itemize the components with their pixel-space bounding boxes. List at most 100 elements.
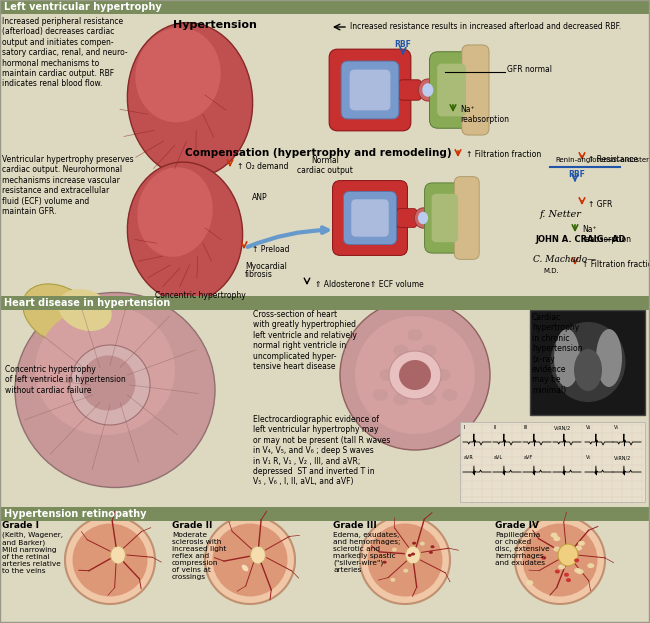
Text: RBF: RBF	[395, 40, 411, 49]
FancyBboxPatch shape	[462, 45, 489, 135]
Ellipse shape	[81, 356, 135, 411]
Ellipse shape	[558, 564, 566, 569]
Ellipse shape	[137, 167, 213, 257]
FancyBboxPatch shape	[343, 191, 396, 244]
Ellipse shape	[436, 369, 450, 381]
Text: Na⁺
reabsorption: Na⁺ reabsorption	[582, 225, 631, 244]
Text: V₄: V₄	[586, 425, 592, 430]
Text: Na⁺
reabsorption: Na⁺ reabsorption	[460, 105, 509, 125]
Text: Moderate
sclerosis with
increased light
reflex and
compression
of veins at
cross: Moderate sclerosis with increased light …	[172, 532, 226, 580]
Ellipse shape	[515, 516, 605, 604]
Text: Grade III: Grade III	[333, 521, 377, 530]
Text: Hypertension: Hypertension	[173, 20, 257, 30]
Ellipse shape	[415, 208, 432, 228]
Ellipse shape	[127, 162, 242, 302]
Ellipse shape	[578, 541, 585, 546]
FancyBboxPatch shape	[341, 61, 399, 119]
Text: II: II	[494, 425, 497, 430]
Text: Concentric hypertrophy: Concentric hypertrophy	[155, 291, 246, 300]
Text: Concentric hypertrophy
of left ventricle in hypertension
without cardiac failure: Concentric hypertrophy of left ventricle…	[5, 365, 125, 395]
Text: aVL: aVL	[494, 455, 503, 460]
Ellipse shape	[420, 541, 425, 546]
Text: Grade I: Grade I	[2, 521, 39, 530]
Text: ↑ Preload: ↑ Preload	[252, 245, 289, 254]
Text: RBF: RBF	[568, 170, 585, 179]
Ellipse shape	[553, 546, 560, 551]
Ellipse shape	[560, 546, 575, 564]
FancyBboxPatch shape	[454, 177, 479, 259]
Ellipse shape	[242, 564, 248, 571]
Ellipse shape	[355, 316, 475, 434]
Ellipse shape	[65, 516, 155, 604]
Text: I: I	[464, 425, 465, 430]
Ellipse shape	[421, 361, 436, 373]
Ellipse shape	[422, 83, 434, 97]
Ellipse shape	[360, 516, 450, 604]
Ellipse shape	[391, 578, 395, 582]
Ellipse shape	[399, 360, 431, 390]
Text: ⇑ ECF volume: ⇑ ECF volume	[370, 280, 424, 289]
Ellipse shape	[70, 345, 150, 425]
Ellipse shape	[250, 546, 265, 564]
FancyBboxPatch shape	[437, 64, 466, 117]
Text: Myocardial: Myocardial	[245, 262, 287, 271]
Text: Edema, exudates,
and hemorrhages;
sclerotic and
markedly spastic
("silver-wire"): Edema, exudates, and hemorrhages; sclero…	[333, 532, 400, 574]
Ellipse shape	[411, 553, 415, 556]
FancyBboxPatch shape	[351, 199, 389, 237]
Ellipse shape	[367, 523, 443, 596]
Ellipse shape	[412, 541, 416, 545]
Text: V₆RN/2: V₆RN/2	[614, 455, 631, 460]
Ellipse shape	[23, 284, 98, 346]
Ellipse shape	[577, 569, 584, 574]
Text: aVF: aVF	[524, 455, 533, 460]
Ellipse shape	[111, 546, 125, 564]
Text: Hypertension retinopathy: Hypertension retinopathy	[4, 509, 146, 519]
Ellipse shape	[406, 546, 421, 564]
Ellipse shape	[393, 345, 408, 357]
FancyBboxPatch shape	[0, 507, 650, 521]
Ellipse shape	[373, 389, 388, 401]
Ellipse shape	[389, 351, 441, 399]
Ellipse shape	[526, 580, 533, 585]
FancyBboxPatch shape	[460, 422, 645, 502]
Ellipse shape	[564, 573, 569, 577]
Ellipse shape	[429, 551, 433, 554]
Ellipse shape	[421, 393, 437, 405]
Text: Compensation (hypertrophy and remodeling): Compensation (hypertrophy and remodeling…	[185, 148, 452, 158]
Ellipse shape	[205, 516, 295, 604]
Text: III: III	[524, 425, 528, 430]
Ellipse shape	[408, 385, 422, 397]
Text: ⇑ Aldosterone: ⇑ Aldosterone	[315, 280, 370, 289]
Ellipse shape	[421, 345, 437, 357]
Text: Increased peripheral resistance
(afterload) decreases cardiac
output and initiat: Increased peripheral resistance (afterlo…	[2, 17, 127, 88]
FancyBboxPatch shape	[329, 49, 411, 131]
Text: Heart disease in hypertension: Heart disease in hypertension	[4, 298, 170, 308]
Ellipse shape	[574, 558, 579, 563]
FancyBboxPatch shape	[0, 296, 650, 310]
Text: Cross-section of heart
with greatly hypertrophied
left ventricle and relatively
: Cross-section of heart with greatly hype…	[253, 310, 357, 371]
FancyBboxPatch shape	[350, 70, 391, 110]
Ellipse shape	[15, 293, 215, 488]
Text: ANP: ANP	[252, 193, 268, 202]
Text: Grade II: Grade II	[172, 521, 213, 530]
FancyBboxPatch shape	[333, 181, 408, 255]
Ellipse shape	[418, 212, 428, 224]
Ellipse shape	[58, 289, 112, 331]
Text: JOHN A. CRAIG—AD: JOHN A. CRAIG—AD	[535, 235, 625, 244]
Ellipse shape	[127, 22, 253, 178]
Ellipse shape	[408, 329, 422, 341]
Text: V₁RN/2: V₁RN/2	[554, 425, 571, 430]
Text: Grade IV: Grade IV	[495, 521, 539, 530]
Ellipse shape	[135, 27, 220, 122]
Text: ↑ GFR: ↑ GFR	[588, 200, 612, 209]
FancyBboxPatch shape	[430, 52, 476, 128]
Text: M.D.: M.D.	[543, 268, 559, 274]
Ellipse shape	[393, 393, 408, 405]
Ellipse shape	[551, 322, 625, 402]
FancyBboxPatch shape	[396, 209, 417, 227]
Text: fibrosis: fibrosis	[245, 270, 273, 279]
Text: ↑ Filtration fraction: ↑ Filtration fraction	[466, 150, 541, 159]
Ellipse shape	[408, 554, 412, 557]
Ellipse shape	[442, 389, 457, 401]
Ellipse shape	[213, 523, 287, 596]
